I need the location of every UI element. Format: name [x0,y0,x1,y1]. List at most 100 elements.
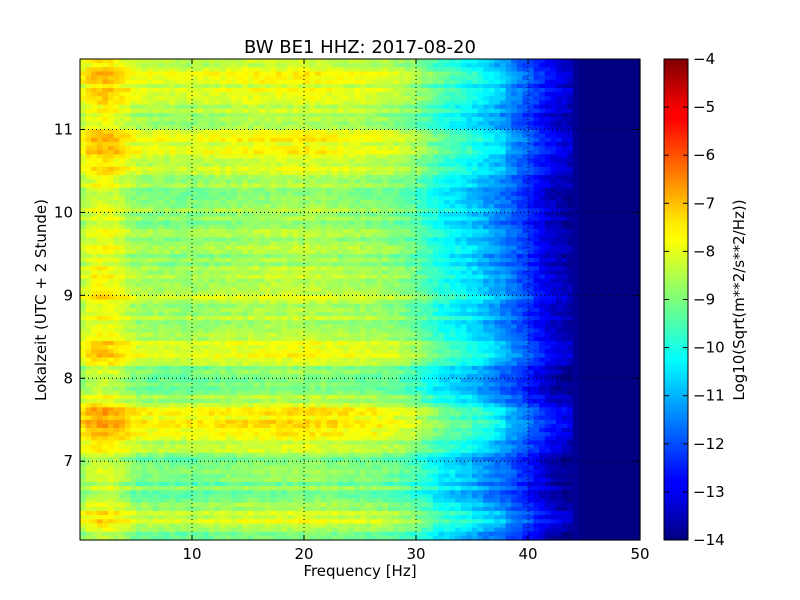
heatmap-cell [124,208,131,214]
heatmap-cell [432,125,439,131]
heatmap-cell [208,92,215,97]
heatmap-cell [404,245,411,251]
heatmap-cell [376,112,383,118]
heatmap-cell [113,146,120,151]
heatmap-cell [544,79,551,85]
heatmap-cell [634,108,641,114]
heatmap-cell [500,166,507,172]
heatmap-cell [315,224,322,230]
heatmap-cell [628,75,635,81]
heatmap-cell [388,108,395,114]
heatmap-cell [337,100,344,106]
heatmap-cell [528,75,535,81]
heatmap-cell [466,204,473,209]
heatmap-cell [304,108,311,114]
heatmap-cell [438,88,445,93]
heatmap-cell [343,204,350,209]
heatmap-cell [421,195,428,201]
heatmap-cell [119,71,126,77]
heatmap-cell [460,137,467,143]
heatmap-cell [124,199,131,205]
heatmap-cell [623,191,630,197]
heatmap-cell [494,233,501,238]
heatmap-cell [500,208,507,214]
heatmap-cell [421,183,428,189]
heatmap-cell [337,212,344,218]
heatmap-cell [438,224,445,230]
heatmap-cell [567,146,574,151]
heatmap-cell [600,258,607,263]
heatmap-cell [567,262,574,267]
heatmap-cell [522,253,529,259]
heatmap-cell [623,146,630,151]
heatmap-cell [634,125,641,131]
heatmap-cell [505,137,512,143]
heatmap-cell [141,191,148,197]
heatmap-cell [80,146,87,151]
heatmap-cell [578,137,585,143]
heatmap-cell [449,117,456,122]
heatmap-cell [634,204,641,209]
heatmap-cell [326,141,333,147]
heatmap-cell [248,245,255,251]
heatmap-cell [270,63,277,68]
heatmap-cell [410,133,417,139]
heatmap-cell [281,63,288,68]
heatmap-cell [236,199,243,205]
heatmap-cell [500,100,507,106]
heatmap-cell [483,79,490,85]
heatmap-cell [393,83,400,89]
heatmap-cell [472,150,479,155]
heatmap-cell [623,121,630,126]
heatmap-cell [628,104,635,110]
heatmap-cell [544,129,551,135]
heatmap-cell [203,233,210,238]
heatmap-cell [516,141,523,147]
heatmap-cell [600,100,607,106]
heatmap-cell [259,187,266,193]
heatmap-cell [606,175,613,180]
heatmap-cell [572,100,579,106]
heatmap-cell [343,137,350,143]
heatmap-cell [522,212,529,218]
heatmap-cell [432,96,439,102]
heatmap-cell [214,129,221,135]
heatmap-cell [477,67,484,73]
heatmap-cell [628,208,635,214]
heatmap-cell [85,249,92,255]
heatmap-cell [298,154,305,160]
heatmap-cell [444,224,451,230]
heatmap-cell [169,262,176,267]
heatmap-cell [225,96,232,102]
heatmap-cell [432,104,439,110]
heatmap-cell [164,166,171,172]
heatmap-cell [348,229,355,234]
heatmap-cell [108,125,115,131]
heatmap-cell [276,133,283,139]
heatmap-cell [477,133,484,139]
heatmap-cell [158,212,165,218]
heatmap-cell [617,71,624,77]
heatmap-cell [96,187,103,193]
heatmap-cell [533,79,540,85]
heatmap-cell [416,108,423,114]
heatmap-cell [287,96,294,102]
heatmap-cell [444,170,451,176]
heatmap-cell [634,258,641,263]
heatmap-cell [91,162,98,168]
heatmap-cell [276,216,283,222]
heatmap-cell [259,67,266,73]
heatmap-cell [595,59,602,64]
heatmap-cell [550,108,557,114]
heatmap-cell [432,241,439,247]
heatmap-cell [365,71,372,77]
heatmap-cell [360,229,367,234]
heatmap-cell [561,208,568,214]
heatmap-cell [270,220,277,226]
heatmap-cell [180,100,187,106]
heatmap-cell [102,166,109,172]
heatmap-cell [292,199,299,205]
heatmap-cell [528,175,535,180]
heatmap-cell [505,216,512,222]
heatmap-cell [119,175,126,180]
